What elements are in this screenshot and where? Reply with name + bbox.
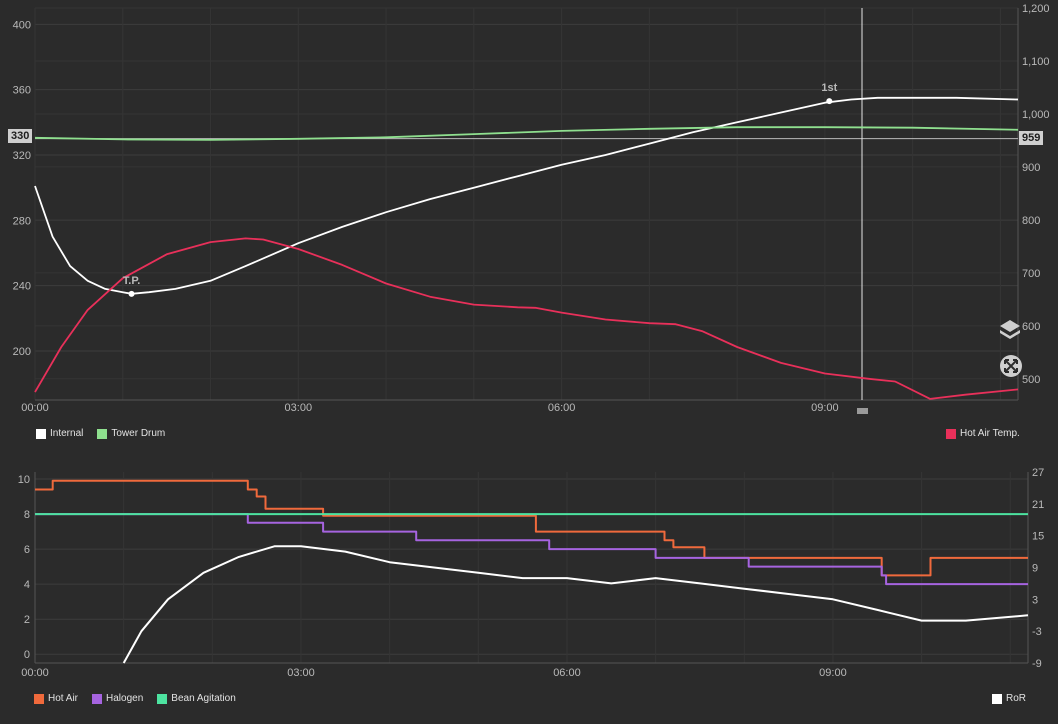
right-tick-label: 21 [1032, 499, 1044, 511]
bottom-legend-right: RoR [992, 693, 1034, 704]
annotation-label: 1st [821, 82, 837, 94]
right-tick-label: 15 [1032, 531, 1044, 543]
x-tick-label: 03:00 [285, 402, 313, 414]
right-tick-label: 9 [1032, 563, 1038, 575]
right-tick-label: 800 [1022, 215, 1040, 227]
legend-item-hot-air[interactable]: Hot Air [34, 693, 78, 704]
x-tick-label: 03:00 [287, 667, 315, 679]
left-tick-label: 10 [18, 474, 30, 486]
annotation-label: T.P. [123, 275, 141, 287]
series-line-hot-air-temp- [34, 237, 1019, 400]
annotation-point [128, 290, 135, 297]
legend-item-ror[interactable]: RoR [992, 693, 1026, 704]
x-tick-label: 00:00 [21, 402, 49, 414]
right-tick-label: 700 [1022, 268, 1040, 280]
x-tick-label: 09:00 [819, 667, 847, 679]
right-tick-label: -9 [1032, 658, 1042, 670]
left-tick-label: 280 [13, 215, 31, 227]
legend-item-internal[interactable]: Internal [36, 428, 83, 439]
left-tick-label: 320 [13, 150, 31, 162]
legend-item-tower-drum[interactable]: Tower Drum [97, 428, 165, 439]
layers-button[interactable] [999, 318, 1021, 349]
left-tick-label: 240 [13, 281, 31, 293]
series-line-internal [34, 96, 1019, 295]
right-tick-label: 27 [1032, 467, 1044, 479]
x-tick-label: 00:00 [21, 667, 49, 679]
left-tick-label: 8 [24, 509, 30, 521]
left-tick-label: 400 [13, 19, 31, 31]
left-value-marker: 330 [8, 129, 33, 143]
layers-icon [1000, 320, 1020, 339]
right-value-marker: 959 [1019, 131, 1044, 145]
top-legend-right: Hot Air Temp. [946, 428, 1028, 439]
legend-swatch-icon [34, 693, 44, 704]
x-tick-label: 09:00 [811, 402, 839, 414]
cursor-handle[interactable] [857, 408, 868, 414]
bottom-legend-left: Hot Air Halogen Bean Agitation [34, 693, 244, 704]
left-tick-label: 0 [24, 649, 30, 661]
annotation-point [826, 98, 833, 105]
right-tick-label: 3 [1032, 594, 1038, 606]
left-tick-label: 360 [13, 85, 31, 97]
legend-item-bean-agitation[interactable]: Bean Agitation [157, 693, 236, 704]
expand-icon [1000, 355, 1022, 377]
right-tick-label: 1,200 [1022, 3, 1050, 15]
legend-swatch-icon [92, 693, 103, 704]
x-tick-label: 06:00 [548, 402, 576, 414]
left-tick-label: 200 [13, 346, 31, 358]
right-tick-label: 500 [1022, 374, 1040, 386]
left-tick-label: 6 [24, 544, 30, 556]
right-tick-label: 600 [1022, 321, 1040, 333]
right-tick-label: -3 [1032, 626, 1042, 638]
legend-swatch-icon [946, 428, 956, 439]
left-tick-label: 4 [24, 579, 30, 591]
expand-button[interactable] [999, 354, 1023, 383]
legend-item-halogen[interactable]: Halogen [92, 693, 143, 704]
legend-swatch-icon [157, 693, 168, 704]
top-legend-left: Internal Tower Drum [36, 428, 173, 439]
legend-swatch-icon [992, 693, 1002, 704]
right-tick-label: 1,000 [1022, 109, 1050, 121]
legend-item-hot-air-temp[interactable]: Hot Air Temp. [946, 428, 1020, 439]
legend-swatch-icon [36, 428, 46, 439]
legend-swatch-icon [97, 428, 108, 439]
series-line-tower-drum [34, 126, 1019, 141]
right-tick-label: 1,100 [1022, 56, 1050, 68]
right-tick-label: 900 [1022, 162, 1040, 174]
series-line-hot-air [35, 479, 1028, 577]
left-tick-label: 2 [24, 614, 30, 626]
series-line-halogen [35, 513, 1028, 586]
x-tick-label: 06:00 [553, 667, 581, 679]
series-line-ror [122, 545, 1029, 664]
